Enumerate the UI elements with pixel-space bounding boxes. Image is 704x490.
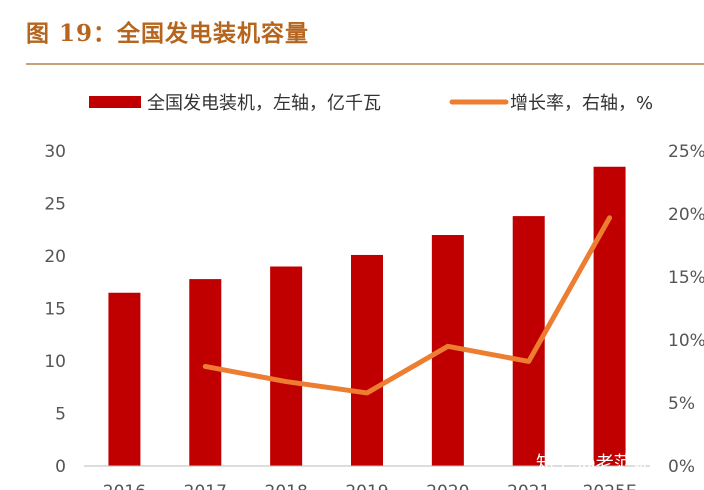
y-left-tick: 5	[55, 405, 66, 425]
line-group	[202, 215, 613, 396]
y-left-tick: 0	[55, 457, 66, 477]
legend-swatch-bar	[89, 96, 141, 108]
y-left-tick: 30	[44, 142, 66, 162]
y-left-tick: 10	[44, 352, 66, 372]
bar-2018	[270, 266, 303, 466]
x-tick-2017: 2017	[184, 482, 227, 490]
growth-point-2017	[204, 365, 206, 367]
bar-2016	[108, 292, 141, 466]
y-right-tick: 25%	[668, 142, 704, 162]
legend-label-bar: 全国发电装机，左轴，亿千瓦	[147, 93, 381, 114]
x-tick-2019: 2019	[345, 482, 388, 490]
x-tick-2025E: 2025E	[583, 482, 637, 490]
watermark: 知乎 @老范说股	[536, 453, 668, 474]
y-left-tick: 25	[44, 195, 66, 215]
legend-label-line: 增长率，右轴，%	[510, 93, 653, 114]
title-divider	[26, 63, 704, 65]
x-tick-2018: 2018	[265, 482, 308, 490]
legend: 全国发电装机，左轴，亿千瓦 增长率，右轴，%	[89, 93, 653, 114]
growth-point-2019	[366, 392, 368, 394]
growth-point-2021	[528, 360, 530, 362]
y-right-ticks: 0% 5% 10% 15% 20% 25%	[668, 142, 704, 477]
y-right-tick: 5%	[668, 394, 695, 414]
bar-2017	[189, 279, 222, 466]
y-left-tick: 15	[44, 300, 66, 320]
x-tick-2020: 2020	[426, 482, 469, 490]
growth-point-2018	[285, 381, 287, 383]
bar-2019	[351, 254, 383, 466]
bars-group	[108, 166, 626, 466]
x-ticks: 2016 2017 2018 2019 2020 2021 2025E	[103, 482, 637, 490]
y-right-tick: 10%	[668, 331, 704, 351]
y-left-tick: 20	[44, 247, 66, 267]
y-right-tick: 20%	[668, 205, 704, 225]
growth-point-2025E	[609, 217, 611, 219]
y-right-tick: 0%	[668, 457, 695, 477]
growth-point-2020	[447, 345, 449, 347]
y-right-tick: 15%	[668, 268, 704, 288]
figure-title: 图 19：全国发电装机容量	[26, 20, 310, 47]
growth-rate-line	[202, 215, 613, 396]
y-left-ticks: 0 5 10 15 20 25 30	[44, 142, 66, 477]
x-tick-2016: 2016	[103, 482, 146, 490]
x-tick-2021: 2021	[507, 482, 550, 490]
bar-2025E	[593, 166, 626, 466]
